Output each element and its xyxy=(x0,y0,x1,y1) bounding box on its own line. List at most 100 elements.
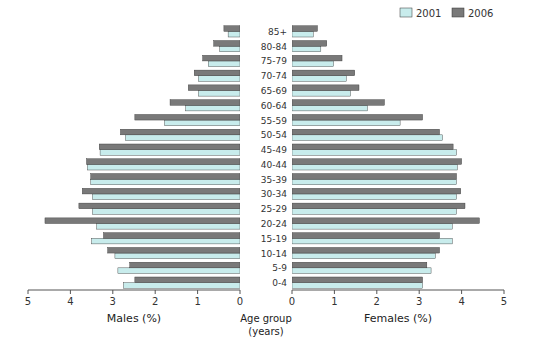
x-tick-label: 5 xyxy=(25,296,31,307)
category-label: 25-29 xyxy=(261,204,287,214)
bar xyxy=(91,179,240,185)
bar xyxy=(292,91,351,97)
bar xyxy=(214,41,240,47)
x-tick-label: 1 xyxy=(331,296,337,307)
bar xyxy=(292,85,359,91)
bar xyxy=(292,55,342,61)
x-tick-label: 1 xyxy=(194,296,200,307)
category-label: 65-69 xyxy=(261,86,287,96)
bar xyxy=(292,203,465,209)
category-label: 10-14 xyxy=(261,249,287,259)
label-line: Age group xyxy=(240,313,292,324)
category-label: 40-44 xyxy=(261,160,287,170)
x-tick-label: 5 xyxy=(501,296,507,307)
bar xyxy=(115,253,240,259)
bar xyxy=(97,224,240,230)
bar xyxy=(292,129,440,135)
x-tick xyxy=(70,290,71,294)
x-tick xyxy=(155,290,156,294)
bar xyxy=(292,61,334,67)
x-tick xyxy=(461,290,462,294)
bar xyxy=(292,150,457,156)
category-label: 20-24 xyxy=(261,219,287,229)
legend: 20012006 xyxy=(400,8,493,19)
chart: 012345Males (%)0123450-45-910-1415-1920-… xyxy=(0,0,545,351)
bar xyxy=(87,164,240,170)
x-tick-label: 0 xyxy=(289,296,295,307)
bar xyxy=(188,85,240,91)
category-label: 30-34 xyxy=(261,189,287,199)
bar xyxy=(292,41,327,47)
x-tick-label: 2 xyxy=(374,296,380,307)
bar xyxy=(292,144,453,150)
x-axis-line xyxy=(292,290,504,291)
bar xyxy=(292,224,452,230)
bar xyxy=(91,174,240,180)
bar xyxy=(292,209,457,215)
bar xyxy=(292,283,423,289)
bar xyxy=(198,91,240,97)
bar xyxy=(292,174,457,180)
bar xyxy=(194,70,240,76)
bar xyxy=(292,70,355,76)
bar xyxy=(208,61,240,67)
bar xyxy=(292,120,400,126)
category-label: 80-84 xyxy=(261,42,287,52)
bar xyxy=(123,283,240,289)
bar xyxy=(292,26,317,32)
bar xyxy=(292,31,313,37)
x-tick xyxy=(504,290,505,294)
bar xyxy=(292,262,427,268)
bar xyxy=(99,144,240,150)
bar xyxy=(198,76,240,82)
x-tick-label: 4 xyxy=(67,296,73,307)
bar xyxy=(292,164,457,170)
x-tick-label: 0 xyxy=(237,296,243,307)
panel: 0 1 2 3 4 5 Males (%) xyxy=(25,26,243,325)
bar xyxy=(224,26,240,32)
bar xyxy=(292,253,435,259)
x-tick-label: 3 xyxy=(110,296,116,307)
category-label: 50-54 xyxy=(261,130,287,140)
bars xyxy=(292,26,479,288)
bar xyxy=(135,277,240,283)
bar xyxy=(228,31,240,37)
x-tick xyxy=(197,290,198,294)
bar xyxy=(292,277,423,283)
bar xyxy=(292,76,346,82)
bar xyxy=(292,114,423,120)
bar xyxy=(82,188,240,194)
category-label: 45-49 xyxy=(261,145,287,155)
bar xyxy=(292,135,443,141)
bar xyxy=(292,105,367,111)
category-label: 70-74 xyxy=(261,71,287,81)
bar xyxy=(92,194,240,200)
bar xyxy=(292,218,479,224)
x-tick xyxy=(292,290,293,294)
x-tick xyxy=(240,290,241,294)
x-tick-label: 4 xyxy=(458,296,464,307)
y-axis-label: Age group(years) xyxy=(240,313,292,337)
bar xyxy=(292,233,440,239)
bars xyxy=(45,26,240,288)
bar xyxy=(292,247,440,253)
bar xyxy=(292,100,384,106)
x-axis-line xyxy=(28,290,240,291)
legend-swatch xyxy=(452,8,464,17)
bar xyxy=(118,268,240,274)
legend-label: 2006 xyxy=(468,8,493,19)
category-label: 75-79 xyxy=(261,56,287,66)
category-label: 5-9 xyxy=(272,263,287,273)
bar xyxy=(103,233,240,239)
bar xyxy=(87,159,240,165)
bar xyxy=(292,188,461,194)
bar xyxy=(126,135,240,141)
x-axis-label: Males (%) xyxy=(107,312,161,325)
x-tick-label: 2 xyxy=(152,296,158,307)
bar xyxy=(45,218,240,224)
bar xyxy=(120,129,240,135)
panel: 0123450-45-910-1415-1920-2425-2930-3435-… xyxy=(240,8,507,338)
bar xyxy=(292,238,452,244)
bar xyxy=(292,194,457,200)
bar xyxy=(100,150,240,156)
